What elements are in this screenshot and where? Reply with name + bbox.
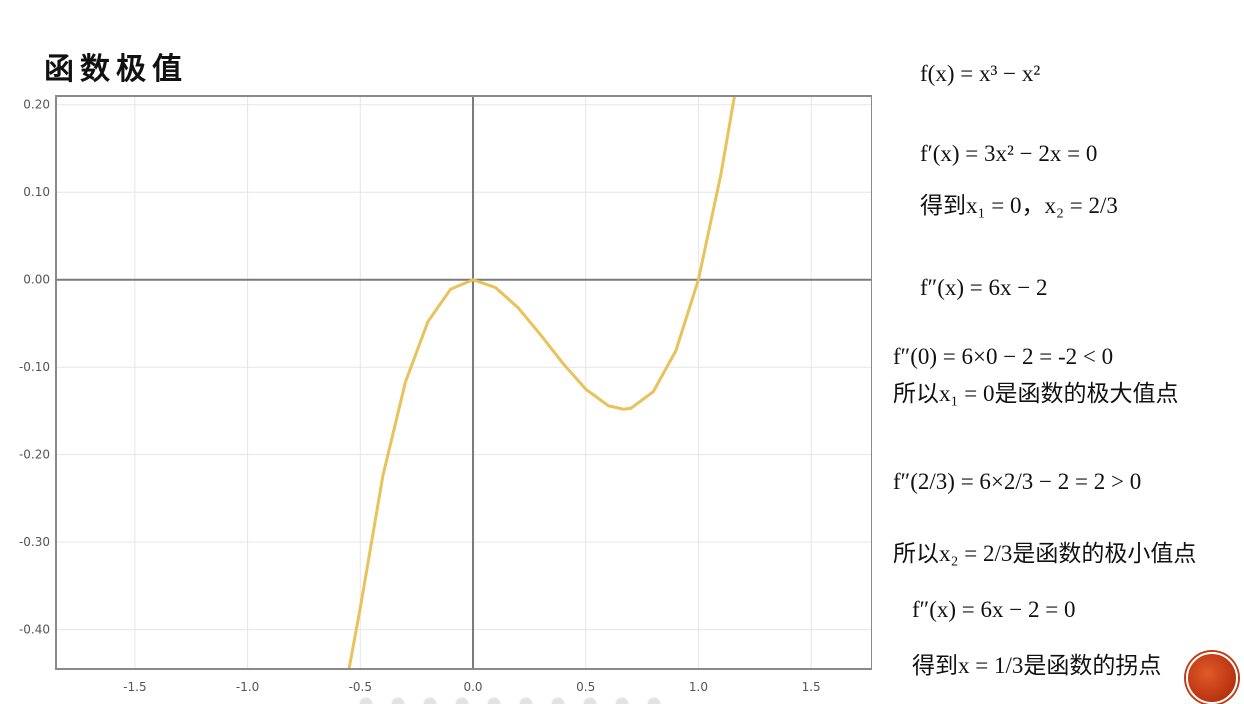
x-tick-label: -1.0 xyxy=(236,680,259,694)
y-tick-label: 0.20 xyxy=(23,98,50,112)
y-tick-label: -0.30 xyxy=(19,535,50,549)
logo-badge xyxy=(1186,652,1238,704)
x-tick-label: 1.0 xyxy=(689,680,708,694)
grid-lines xyxy=(56,96,872,669)
axes xyxy=(56,96,872,669)
conclusion-max-point: 所以x₁ = 0是函数的极大值点 xyxy=(893,381,1179,406)
x-tick-label: -1.5 xyxy=(123,680,146,694)
decorative-dots xyxy=(350,690,670,704)
equation-first-derivative: f′(x) = 3x² − 2x = 0 xyxy=(920,141,1098,166)
y-tick-label: -0.40 xyxy=(19,623,50,637)
tick-labels: -1.5 -1.0 -0.5 0.0 0.5 1.0 1.50.200.100.00-0.1… xyxy=(19,98,821,694)
conclusion-min-point: 所以x₂ = 2/3是函数的极小值点 xyxy=(893,541,1197,566)
plot-frame xyxy=(55,95,872,670)
equation-inflection-condition: f″(x) = 6x − 2 = 0 xyxy=(912,597,1076,622)
y-tick-label: -0.20 xyxy=(19,448,50,462)
equation-function: f(x) = x³ − x² xyxy=(920,61,1041,86)
conclusion-inflection-point: 得到x = 1/3是函数的拐点 xyxy=(912,653,1162,678)
y-tick-label: 0.00 xyxy=(23,273,50,287)
y-tick-label: 0.10 xyxy=(23,185,50,199)
equation-second-derivative-at-two-thirds: f″(2/3) = 6×2/3 − 2 = 2 > 0 xyxy=(893,469,1142,494)
slide-title: 函数极值 xyxy=(44,52,188,87)
x-tick-label: 1.5 xyxy=(802,680,821,694)
equation-critical-points: 得到x₁ = 0，x₂ = 2/3 xyxy=(920,193,1118,218)
equation-second-derivative-at-0: f″(0) = 6×0 − 2 = -2 < 0 xyxy=(893,344,1114,369)
y-tick-label: -0.10 xyxy=(19,360,50,374)
function-chart: -1.5 -1.0 -0.5 0.0 0.5 1.0 1.50.200.100.00-0.1… xyxy=(19,95,872,694)
equation-second-derivative: f″(x) = 6x − 2 xyxy=(920,275,1048,300)
function-curve xyxy=(347,95,736,670)
